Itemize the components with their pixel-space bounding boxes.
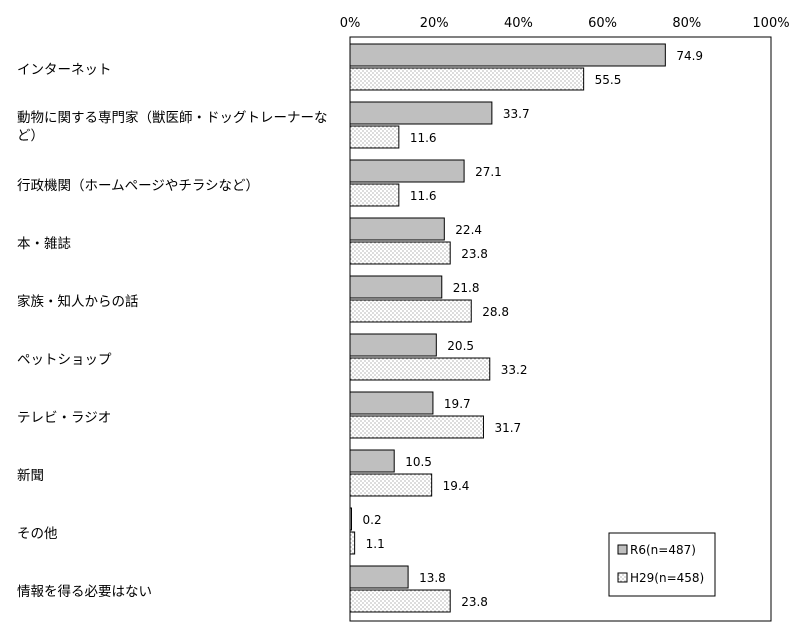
plot-frame (349, 36, 772, 622)
bar-h29 (349, 531, 356, 555)
bar-r6 (349, 217, 445, 241)
category-label: その他 (17, 526, 58, 542)
category-label: 家族・知人からの話 (17, 293, 139, 310)
value-label: 33.7 (503, 107, 530, 121)
value-label: 0.2 (363, 513, 382, 527)
value-label: 13.8 (419, 571, 446, 585)
bar-r6 (349, 391, 434, 415)
category-label: ペットショップ (17, 352, 112, 368)
bar-h29 (349, 299, 472, 323)
value-label: 31.7 (494, 421, 521, 435)
value-label: 19.7 (444, 397, 471, 411)
category-label: テレビ・ラジオ (17, 410, 111, 426)
category-label: 情報を得る必要はない (17, 583, 152, 600)
bar-h29 (349, 67, 585, 91)
value-label: 74.9 (676, 49, 703, 63)
bar-h29 (349, 241, 451, 265)
x-tick-label: 80% (672, 16, 701, 31)
x-tick-label: 0% (340, 16, 361, 31)
x-tick-label: 100% (752, 16, 789, 31)
legend-label: R6(n=487) (630, 543, 696, 557)
bar-h29 (349, 183, 400, 207)
bar-h29 (349, 357, 491, 381)
value-label: 1.1 (366, 537, 385, 551)
x-tick-label: 40% (504, 16, 533, 31)
category-label: 動物に関する専門家（獣医師・ドッグトレーナーな (17, 109, 328, 126)
value-label: 55.5 (595, 73, 622, 87)
bar-r6 (349, 565, 409, 589)
value-label: 10.5 (405, 455, 432, 469)
bar-r6 (349, 507, 352, 531)
bar-r6 (349, 333, 437, 357)
value-label: 20.5 (447, 339, 474, 353)
legend-swatch-h29 (617, 572, 628, 583)
value-label: 11.6 (410, 131, 437, 145)
legend-box (608, 532, 716, 597)
category-label: ど） (17, 128, 44, 144)
value-label: 28.8 (482, 305, 509, 319)
bar-r6 (349, 275, 443, 299)
bar-h29 (349, 125, 400, 149)
x-tick-label: 20% (420, 16, 449, 31)
category-label: インターネット (17, 62, 112, 78)
bar-h29 (349, 415, 484, 439)
category-label: 本・雑誌 (17, 236, 71, 252)
category-label: 行政機関（ホームページやチラシなど） (17, 178, 259, 194)
bar-r6 (349, 449, 395, 473)
x-tick-label: 60% (588, 16, 617, 31)
value-label: 22.4 (455, 223, 482, 237)
bar-r6 (349, 101, 493, 125)
value-label: 27.1 (475, 165, 502, 179)
category-label: 新聞 (17, 468, 44, 484)
value-label: 33.2 (501, 363, 528, 377)
value-label: 19.4 (443, 479, 470, 493)
bar-h29 (349, 589, 451, 613)
bar-r6 (349, 43, 666, 67)
legend-label: H29(n=458) (630, 571, 704, 585)
bar-h29 (349, 473, 433, 497)
value-label: 21.8 (453, 281, 480, 295)
value-label: 23.8 (461, 595, 488, 609)
value-label: 11.6 (410, 189, 437, 203)
value-label: 23.8 (461, 247, 488, 261)
bar-r6 (349, 159, 465, 183)
legend-swatch-r6 (617, 544, 628, 555)
